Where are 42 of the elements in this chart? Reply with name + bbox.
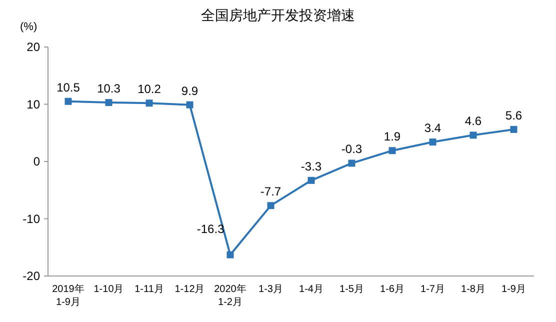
point	[510, 126, 518, 133]
data-label: 3.4	[424, 121, 442, 136]
data-label: -7.7	[260, 184, 282, 199]
data-label: 5.6	[505, 108, 522, 122]
point	[348, 160, 356, 167]
point	[186, 101, 194, 108]
x-tick-label: 1-11月	[134, 284, 164, 295]
point	[146, 100, 153, 107]
point	[470, 132, 477, 139]
x-tick-label: 2019年 1-9月	[52, 283, 84, 308]
point	[105, 99, 112, 106]
data-label: 4.6	[464, 114, 482, 128]
x-tick-label: 1-4月	[299, 284, 324, 295]
y-tick-label: 0	[33, 154, 40, 169]
point	[226, 251, 234, 258]
x-tick-label: 1-8月	[461, 284, 486, 295]
x-tick-label: 1-9月	[502, 284, 526, 295]
data-label: 10.5	[56, 80, 80, 94]
y-tick-label: 10	[26, 97, 40, 112]
point	[429, 138, 436, 146]
x-tick-label: 1-7月	[420, 284, 445, 295]
point	[308, 176, 315, 184]
y-tick-label: -20	[22, 269, 40, 284]
data-label: 1.9	[384, 130, 401, 144]
point	[64, 98, 72, 105]
data-label: 10.3	[97, 82, 121, 96]
x-tick-label: 1-6月	[380, 284, 404, 295]
y-tick-label: -10	[22, 212, 40, 226]
chart-title: 全国房地产开发投资增速	[201, 7, 355, 23]
x-tick-label: 1-5月	[340, 284, 364, 295]
y-axis-title: (%)	[20, 21, 38, 33]
x-tick-label: 1-3月	[258, 284, 283, 295]
x-tick-label: 2020年 1-2月	[214, 283, 246, 308]
y-tick-label: 20	[26, 40, 40, 54]
data-label: -0.3	[341, 142, 362, 156]
data-label: -3.3	[300, 159, 322, 174]
x-tick-label: 1-12月	[174, 284, 205, 295]
data-label: 9.9	[181, 84, 198, 98]
x-tick-label: 1-10月	[94, 284, 124, 295]
point	[267, 202, 274, 210]
point	[388, 147, 396, 154]
data-label: 10.2	[138, 82, 162, 96]
